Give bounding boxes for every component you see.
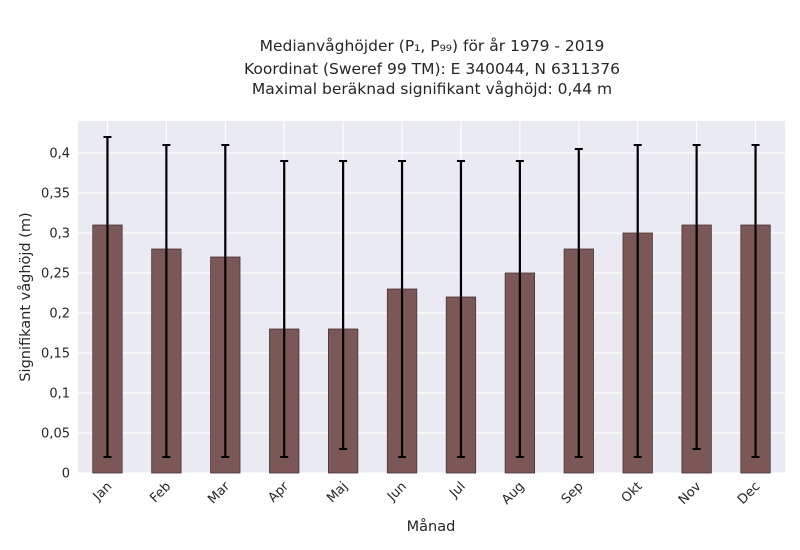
error-bar-jan bbox=[103, 136, 112, 458]
y-tick-label: 0,3 bbox=[49, 227, 70, 242]
error-bar-apr bbox=[280, 160, 289, 458]
x-tick-label: Mar bbox=[205, 479, 233, 507]
error-bar-jun bbox=[398, 160, 407, 458]
x-tick-label: Okt bbox=[619, 479, 646, 506]
title-line-2: Koordinat (Sweref 99 TM): E 340044, N 63… bbox=[244, 60, 620, 78]
x-tick-label: Jul bbox=[446, 479, 468, 501]
y-tick-label: 0,35 bbox=[41, 187, 70, 202]
y-tick-label: 0,2 bbox=[49, 307, 70, 322]
x-tick-label: Jun bbox=[384, 479, 410, 505]
x-tick-label: Nov bbox=[676, 479, 705, 508]
x-tick-label: Aug bbox=[499, 479, 528, 508]
y-tick-label: 0,4 bbox=[49, 147, 70, 162]
error-bar-jul bbox=[456, 160, 465, 458]
x-tick-label: Dec bbox=[735, 479, 763, 507]
chart-title: Medianvåghöjder (P₁, P₉₉) för år 1979 - … bbox=[244, 37, 620, 98]
error-bar-okt bbox=[633, 144, 642, 458]
error-bar-mar bbox=[221, 144, 230, 458]
error-bar-aug bbox=[515, 160, 524, 458]
y-tick-label: 0,1 bbox=[49, 387, 70, 402]
plot-area bbox=[78, 121, 785, 473]
y-tick-label: 0,15 bbox=[41, 347, 70, 362]
y-tick-label: 0,25 bbox=[41, 267, 70, 282]
y-tick-label: 0,05 bbox=[41, 427, 70, 442]
error-bar-maj bbox=[339, 160, 348, 450]
title-line-3: Maximal beräknad signifikant våghöjd: 0,… bbox=[252, 80, 612, 98]
x-tick-label: Maj bbox=[324, 479, 351, 506]
y-tick-label: 0 bbox=[62, 467, 70, 482]
x-tick-label: Feb bbox=[147, 479, 174, 506]
error-bar-feb bbox=[162, 144, 171, 458]
error-bar-dec bbox=[751, 144, 760, 458]
title-line-1: Medianvåghöjder (P₁, P₉₉) för år 1979 - … bbox=[260, 37, 605, 55]
y-tick-labels: 0 0,05 0,1 0,15 0,2 0,25 0,3 0,35 0,4 bbox=[41, 147, 70, 482]
x-tick-label: Apr bbox=[266, 479, 293, 506]
error-bars bbox=[103, 136, 760, 458]
x-axis-label: Månad bbox=[407, 518, 456, 535]
x-tick-label: Sep bbox=[559, 479, 587, 507]
y-axis-label: Signifikant våghöjd (m) bbox=[17, 212, 34, 381]
error-bar-sep bbox=[574, 148, 583, 458]
x-tick-labels: Jan Feb Mar Apr Maj Jun Jul Aug Sep Okt Nov Dec bbox=[90, 479, 764, 508]
x-tick-label: Jan bbox=[90, 479, 115, 504]
error-bar-nov bbox=[692, 144, 701, 450]
